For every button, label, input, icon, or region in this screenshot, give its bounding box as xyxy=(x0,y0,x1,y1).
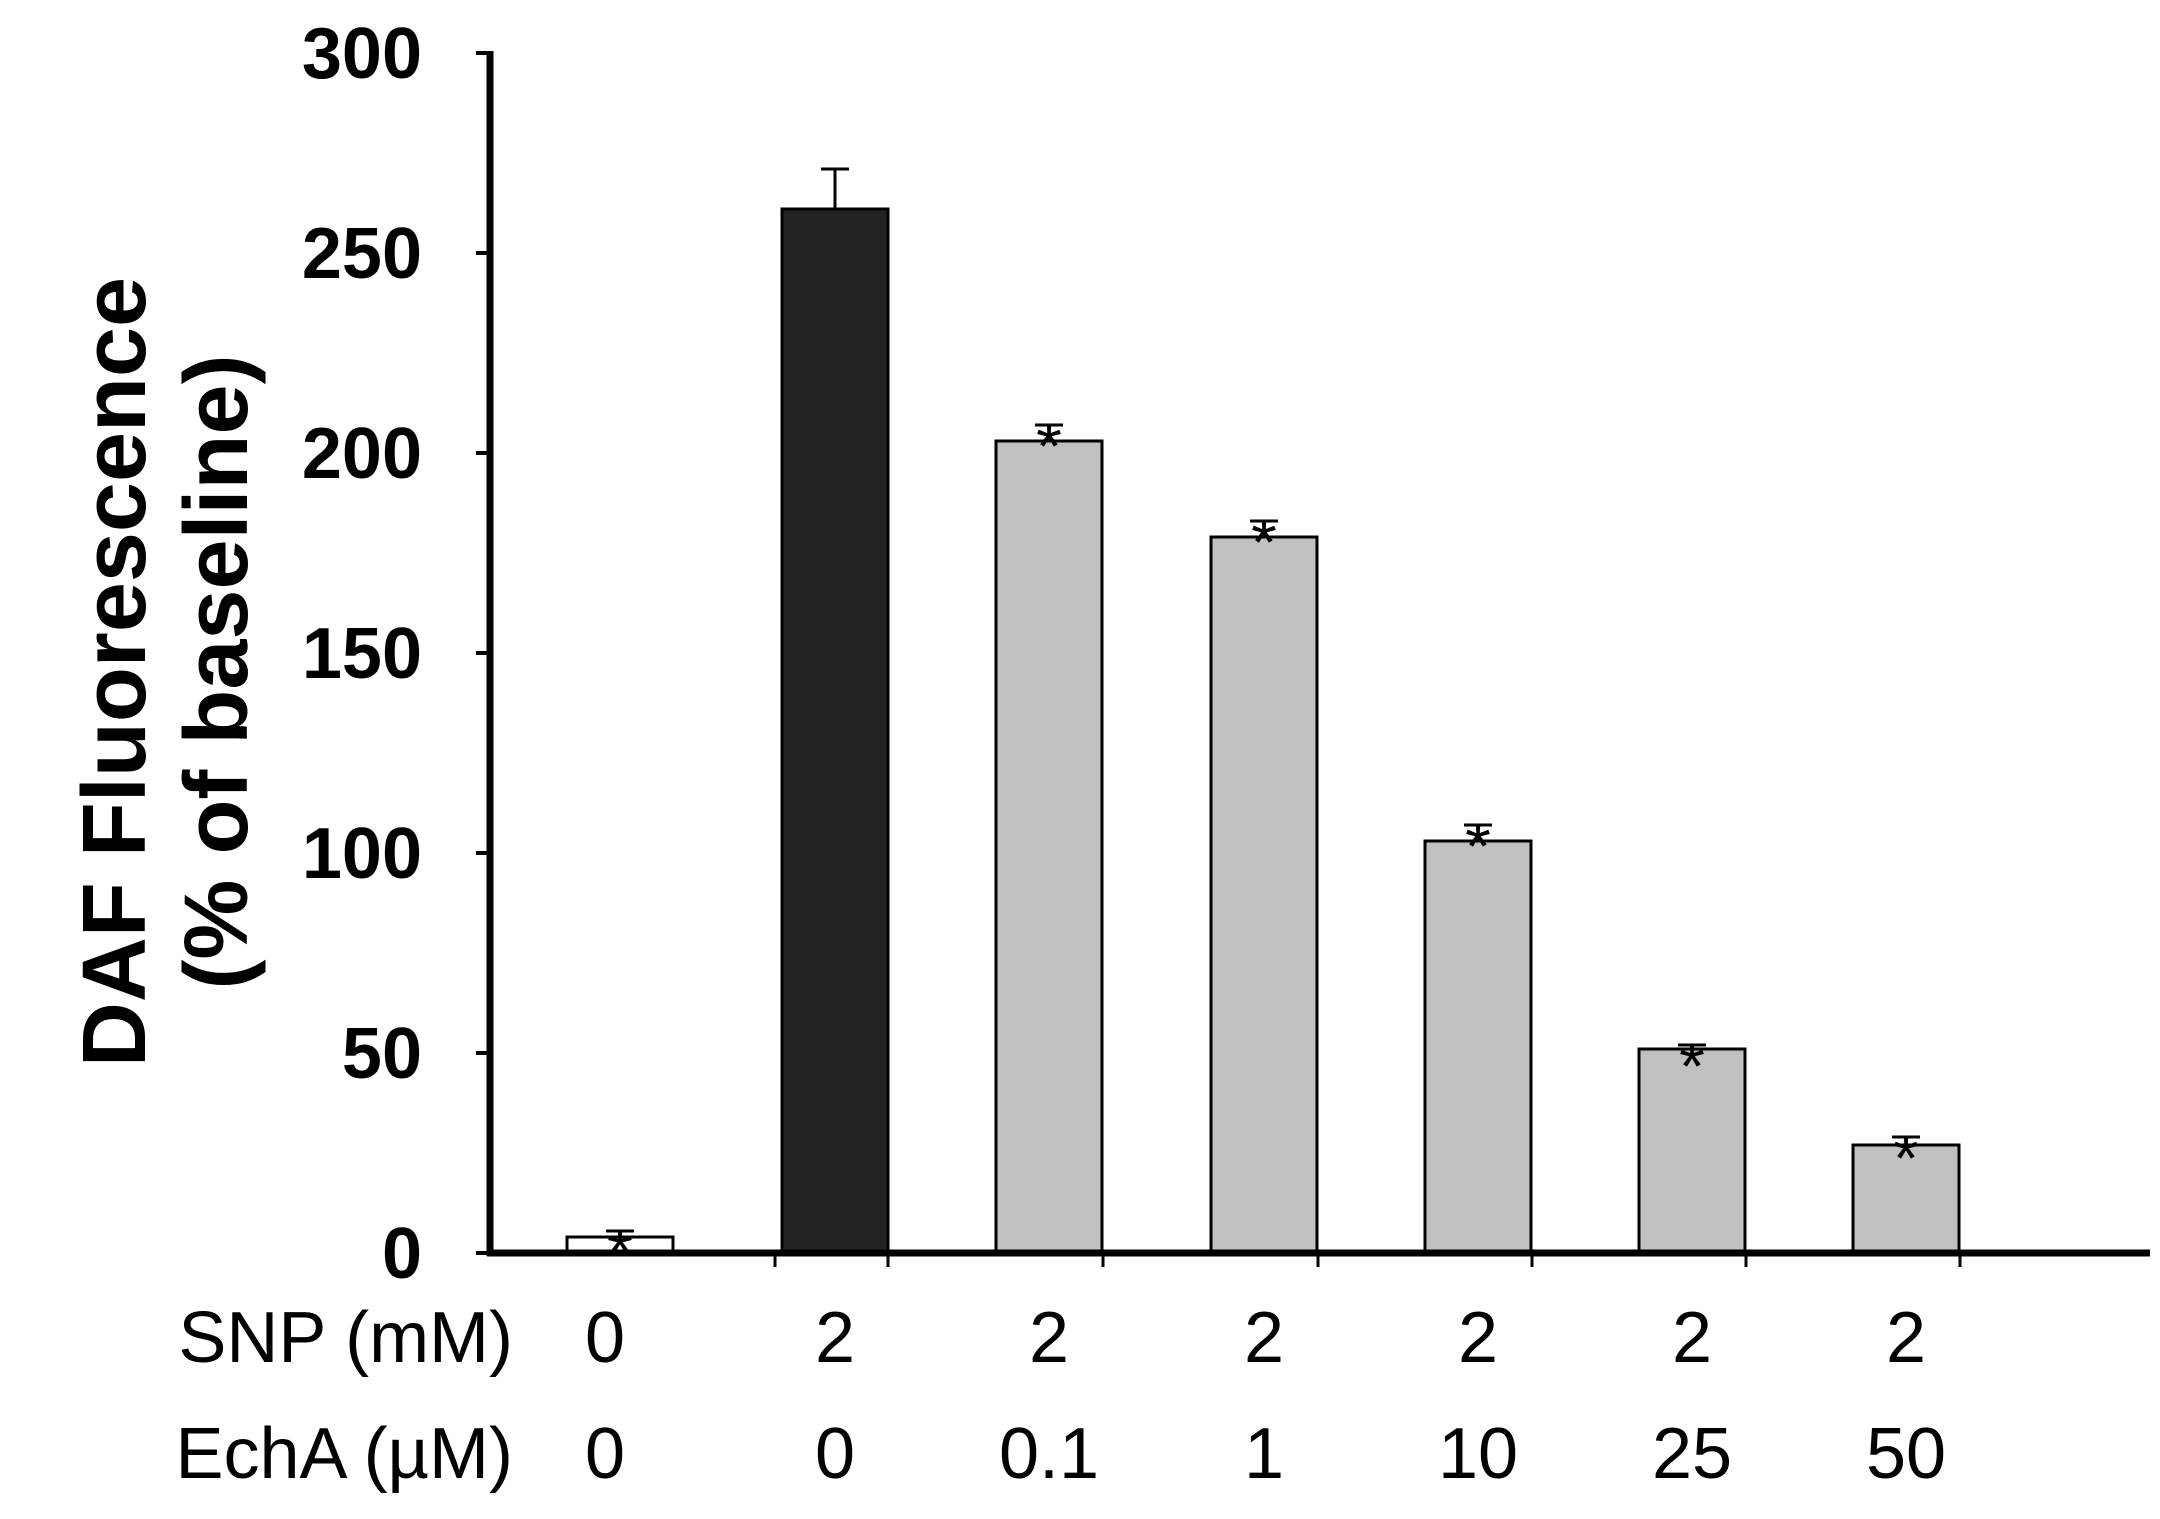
condition-value: 0 xyxy=(585,1414,625,1494)
condition-value: 0 xyxy=(585,1298,625,1378)
condition-value: 50 xyxy=(1866,1414,1946,1494)
y-tick-label: 200 xyxy=(302,414,422,494)
condition-value: 0 xyxy=(815,1414,855,1494)
row-label: EchA (µM) xyxy=(175,1414,513,1494)
bar xyxy=(1423,839,1533,1255)
significance-star: * xyxy=(1251,505,1277,579)
condition-value: 2 xyxy=(1458,1298,1498,1378)
bar xyxy=(780,207,890,1255)
y-tick-label: 150 xyxy=(302,614,422,694)
y-tick-label: 100 xyxy=(302,814,422,894)
y-tick-label: 250 xyxy=(302,214,422,294)
condition-value: 1 xyxy=(1244,1414,1284,1494)
condition-value: 25 xyxy=(1652,1414,1732,1494)
condition-value: 2 xyxy=(1886,1298,1926,1378)
y-axis-label-line2: (% of baseline) xyxy=(167,354,267,989)
y-axis-label: DAF Fluorescence (% of baseline) xyxy=(65,277,267,1067)
condition-value: 2 xyxy=(815,1298,855,1378)
condition-value: 2 xyxy=(1244,1298,1284,1378)
significance-star: * xyxy=(1893,1121,1919,1195)
condition-value: 0.1 xyxy=(999,1414,1099,1494)
y-tick-label: 50 xyxy=(342,1014,422,1094)
y-tick-label: 0 xyxy=(382,1214,422,1294)
significance-star: * xyxy=(1679,1029,1705,1103)
condition-value: 2 xyxy=(1029,1298,1069,1378)
bar xyxy=(994,439,1104,1255)
significance-star: * xyxy=(1036,409,1062,483)
significance-star: * xyxy=(1465,809,1491,883)
bar xyxy=(1209,535,1319,1255)
y-axis-label-line1: DAF Fluorescence xyxy=(65,277,165,1067)
y-tick-label: 300 xyxy=(302,14,422,94)
row-label: SNP (mM) xyxy=(178,1298,513,1378)
condition-value: 2 xyxy=(1672,1298,1712,1378)
condition-value: 10 xyxy=(1438,1414,1518,1494)
